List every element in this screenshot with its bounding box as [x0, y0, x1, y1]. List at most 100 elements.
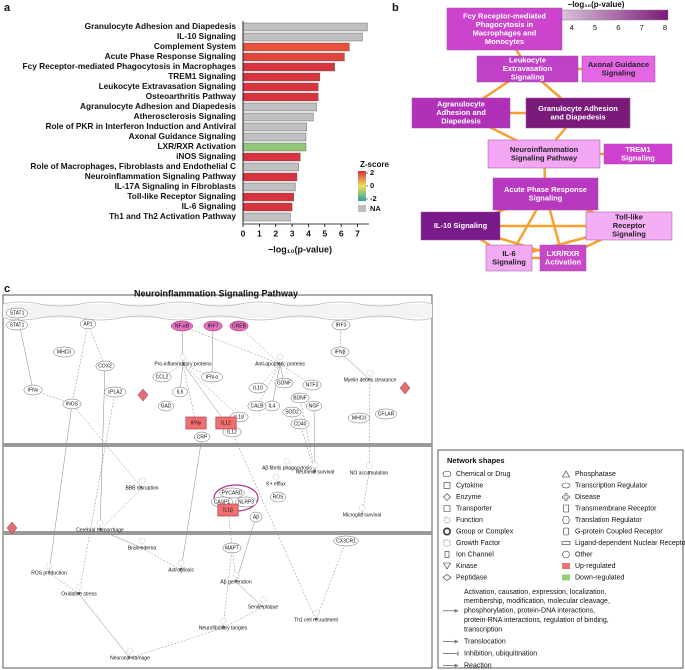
pathway-edge — [182, 363, 240, 418]
gene-node — [270, 491, 286, 503]
pathway-edge — [286, 467, 316, 473]
network-node — [492, 177, 599, 211]
category-label: Th1 and Th2 Activation Pathway — [109, 211, 236, 221]
x-tick-label: 2 — [273, 228, 278, 238]
regulated-diamond — [137, 388, 149, 402]
gene-label: ROS — [273, 494, 285, 500]
network-node-label: Agranulocyte Adhesion and Diapedesis — [436, 99, 486, 125]
network-node-label: Fcy Receptor-mediated Phagocytosis in Macr… — [463, 11, 546, 46]
category-label: Role of PKR in Interferon Induction and … — [45, 121, 236, 131]
bar — [242, 42, 350, 52]
pathway-edge — [182, 363, 197, 424]
gene-node — [302, 379, 322, 391]
legend-symbol — [444, 551, 450, 558]
gene-label: GDNF — [277, 380, 291, 386]
colorbar-tick-label: 0 — [370, 181, 374, 190]
function-node — [232, 571, 240, 579]
legend-relation-label: transcription — [464, 626, 502, 633]
pathway-edge — [99, 529, 143, 549]
gene-label: IL12 — [227, 429, 237, 435]
gene-label: CFLAR — [378, 411, 395, 417]
category-label: Axonal Guidance Signaling — [129, 131, 236, 141]
network-node — [487, 139, 601, 169]
legend-label: Peptidase — [456, 574, 487, 581]
network-node-label: LXR/RXR Activation — [545, 249, 582, 267]
pathway-edge — [299, 423, 316, 473]
network-node-label: Neuroinflammation Signaling Pathway — [510, 145, 579, 163]
legend-relation-label: phosphorylation, protein-DNA interaction… — [464, 608, 595, 615]
x-tick-label: 1 — [257, 228, 262, 238]
pathway-edge — [71, 323, 89, 405]
function-label: Aβ fibrils phagocytosis — [262, 465, 312, 471]
legend-label: Cytokine — [456, 482, 483, 489]
pathway-edge — [129, 627, 224, 659]
bar — [242, 82, 319, 92]
legend-relation-label: Translocation — [464, 638, 506, 645]
gene-node — [172, 386, 188, 398]
colorbar-tick-label: -2 — [370, 194, 377, 203]
pathway-edge — [71, 403, 143, 489]
panel-label: a — [4, 2, 11, 14]
gene-label: IL12 — [221, 420, 231, 426]
pathway-edge — [48, 403, 73, 574]
pathway-frame — [2, 294, 433, 669]
panel-label: b — [392, 2, 399, 14]
function-label: Astrogliosis — [168, 567, 194, 573]
function-node — [276, 353, 284, 361]
colorbar-title: Z-score — [360, 160, 389, 169]
bar — [242, 102, 317, 112]
bar — [242, 152, 301, 162]
gene-node — [290, 418, 310, 430]
membrane — [3, 304, 432, 318]
legend-label: Ligand-dependent Nuclear Receptor — [575, 540, 685, 547]
bar — [242, 92, 319, 102]
network-node — [585, 211, 673, 241]
gene-node — [171, 320, 193, 332]
function-node — [365, 462, 373, 470]
legend-swatch — [562, 563, 570, 569]
function-label: K+ efflux — [266, 481, 286, 487]
category-label: Agranulocyte Adhesion and Diapedesis — [80, 101, 236, 111]
function-node — [283, 457, 291, 465]
legend-label: Enzyme — [456, 494, 481, 501]
legend-label: Transporter — [456, 505, 493, 512]
gene-label: IRF7 — [208, 323, 219, 329]
gene-node — [53, 346, 75, 358]
gene-label: CALB — [250, 403, 264, 409]
function-label: Brain edema — [128, 545, 157, 551]
pathway-title: Neuroinflammation Signaling Pathway — [134, 288, 298, 298]
legend-relation-label: Activation, causation, expression, local… — [464, 589, 606, 596]
x-tick-label: 3 — [290, 228, 295, 238]
gene-label: IRF3 — [336, 322, 347, 328]
gene-node — [158, 400, 174, 412]
function-node — [96, 519, 104, 527]
gene-label: IFNγ — [28, 387, 39, 393]
colorbar-tick-label: 4 — [570, 23, 574, 32]
pathway-edge — [161, 363, 184, 378]
pathway-edge — [48, 572, 80, 595]
legend-title: −log₁₀(p-value) — [568, 0, 625, 9]
category-label: Complement System — [154, 41, 236, 51]
legend-symbol — [442, 471, 452, 477]
gene-node — [201, 371, 223, 383]
gene-node — [152, 371, 172, 383]
gene-label: BDNF — [293, 395, 307, 401]
gene-node — [80, 318, 96, 330]
network-node-label: Acute Phase Response Signaling — [504, 185, 587, 203]
bar — [242, 22, 368, 32]
function-label: Senile plaque — [248, 604, 279, 610]
gene-label: CX3CR1 — [336, 538, 356, 544]
category-label: Acute Phase Response Signaling — [105, 51, 236, 61]
gene-label: STAT1 — [10, 322, 25, 328]
colorbar-tick-label: 8 — [663, 23, 667, 32]
legend-symbol — [443, 516, 451, 524]
function-label: NO accumulation — [350, 470, 389, 476]
pathway-edge — [235, 516, 257, 583]
pathway-edge — [256, 363, 281, 407]
gene-label: STAT1 — [10, 310, 25, 316]
gene-node — [348, 412, 370, 424]
legend-label: Transcription Regulator — [575, 482, 648, 489]
category-label: Atherosclerosis Signaling — [134, 111, 236, 121]
network-node — [581, 55, 656, 83]
gene-node — [95, 360, 115, 372]
